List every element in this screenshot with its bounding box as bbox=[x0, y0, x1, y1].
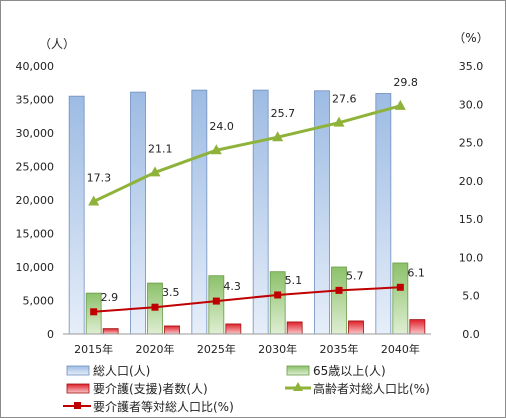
triangle-marker bbox=[88, 195, 100, 206]
bar-care-recipients bbox=[286, 321, 303, 335]
legend-label-elderly-ratio: 高齢者対総人口比(%) bbox=[313, 381, 430, 396]
care-ratio-label: 4.3 bbox=[223, 280, 241, 293]
elderly-ratio-label: 27.6 bbox=[332, 93, 357, 106]
elderly-ratio-label: 25.7 bbox=[271, 107, 296, 120]
data-labels: 17.3 21.1 24.0 25.7 27.6 29.8 2.9 3.5 4.3 5.1 5.7 6… bbox=[87, 76, 425, 304]
care-ratio-label: 5.7 bbox=[346, 269, 364, 282]
left-tick-label: 20,000 bbox=[16, 194, 55, 207]
elderly-ratio-label: 24.0 bbox=[209, 120, 234, 133]
line-marks bbox=[88, 99, 406, 316]
triangle-marker bbox=[149, 166, 161, 177]
care-ratio-label: 6.1 bbox=[407, 266, 425, 279]
right-tick-label: 0.0 bbox=[462, 328, 480, 341]
legend-triangle-marker bbox=[293, 382, 303, 391]
legend-item-elderly-ratio: 高齢者対総人口比(%) bbox=[285, 381, 430, 396]
triangle-marker bbox=[333, 116, 345, 127]
right-axis-ticks: 0.0 5.0 10.0 15.0 20.0 25.0 30.0 35.0 bbox=[459, 60, 484, 341]
bar-care-recipients bbox=[348, 320, 364, 335]
right-tick-label: 20.0 bbox=[459, 175, 484, 188]
left-tick-label: 10,000 bbox=[16, 261, 55, 274]
x-tick-label: 2030年 bbox=[258, 342, 297, 356]
square-marker bbox=[335, 286, 343, 294]
bar-65-over bbox=[331, 266, 347, 335]
triangle-marker bbox=[210, 144, 222, 155]
x-axis-labels: 2015年 2020年 2025年 2030年 2035年 2040年 bbox=[74, 342, 420, 356]
left-tick-label: 25,000 bbox=[16, 161, 55, 174]
legend-item-total-population: 総人口(人) bbox=[66, 364, 150, 378]
left-axis-ticks: 0 5,000 10,000 15,000 20,000 25,000 30,000 35,0… bbox=[16, 60, 55, 341]
left-tick-label: 5,000 bbox=[23, 295, 55, 308]
legend-swatch-red bbox=[66, 383, 90, 394]
bar-total-population bbox=[375, 93, 392, 335]
bar-total-population bbox=[191, 89, 208, 335]
bar-65-over bbox=[269, 271, 286, 335]
elderly-ratio-label: 29.8 bbox=[393, 76, 418, 89]
legend: 総人口(人) 65歳以上(人) 要介護(支援)者数(人) 高齢者対総人口比(%)… bbox=[63, 364, 430, 414]
bar-marks bbox=[68, 89, 426, 335]
square-marker bbox=[212, 297, 220, 305]
left-tick-label: 0 bbox=[47, 328, 54, 341]
square-marker bbox=[396, 283, 404, 291]
legend-swatch-blue bbox=[66, 365, 90, 376]
elderly-ratio-label: 21.1 bbox=[148, 142, 173, 155]
bar-total-population bbox=[130, 91, 146, 335]
bar-care-recipients bbox=[164, 325, 180, 335]
left-tick-label: 35,000 bbox=[16, 94, 55, 107]
legend-swatch-green bbox=[286, 365, 310, 376]
x-tick-label: 2020年 bbox=[136, 342, 175, 356]
care-ratio-label: 3.5 bbox=[162, 286, 180, 299]
right-tick-label: 35.0 bbox=[459, 60, 484, 73]
left-axis-unit: （人） bbox=[39, 37, 75, 51]
square-marker bbox=[151, 303, 159, 311]
right-axis-unit: （%） bbox=[453, 31, 488, 45]
triangle-marker bbox=[272, 131, 284, 142]
care-ratio-line bbox=[93, 286, 401, 313]
x-tick-label: 2025年 bbox=[197, 342, 236, 356]
legend-label-care-ratio: 要介護者等対総人口比(%) bbox=[93, 399, 234, 414]
right-tick-label: 10.0 bbox=[459, 251, 484, 264]
right-tick-label: 30.0 bbox=[459, 98, 484, 111]
left-tick-label: 40,000 bbox=[16, 60, 55, 73]
care-ratio-label: 5.1 bbox=[285, 274, 303, 287]
legend-label-care-recipients: 要介護(支援)者数(人) bbox=[93, 381, 208, 396]
elderly-ratio-label: 17.3 bbox=[87, 172, 112, 185]
bar-65-over bbox=[392, 262, 409, 335]
elderly-ratio-line bbox=[93, 104, 401, 203]
legend-label-total-population: 総人口(人) bbox=[93, 364, 150, 378]
legend-square-marker bbox=[74, 402, 81, 409]
x-tick-label: 2040年 bbox=[381, 342, 420, 356]
x-tick-label: 2015年 bbox=[74, 342, 113, 356]
left-tick-label: 30,000 bbox=[16, 127, 55, 140]
bar-care-recipients bbox=[225, 323, 242, 335]
bar-care-recipients bbox=[409, 319, 426, 335]
triangle-marker bbox=[394, 99, 406, 110]
care-ratio-label: 2.9 bbox=[101, 291, 119, 304]
left-tick-label: 15,000 bbox=[16, 228, 55, 241]
bar-care-recipients bbox=[102, 328, 119, 335]
right-tick-label: 5.0 bbox=[462, 290, 480, 303]
square-marker bbox=[274, 291, 282, 299]
bar-total-population bbox=[68, 95, 85, 335]
x-tick-label: 2035年 bbox=[320, 342, 359, 356]
legend-item-care-recipients: 要介護(支援)者数(人) bbox=[66, 381, 208, 396]
right-tick-label: 25.0 bbox=[459, 137, 484, 150]
square-marker bbox=[90, 308, 98, 316]
legend-label-65-over: 65歳以上(人) bbox=[313, 364, 386, 378]
bar-65-over bbox=[208, 275, 225, 335]
right-tick-label: 15.0 bbox=[459, 213, 484, 226]
legend-item-65-over: 65歳以上(人) bbox=[286, 364, 386, 378]
legend-item-care-ratio: 要介護者等対総人口比(%) bbox=[63, 399, 234, 414]
